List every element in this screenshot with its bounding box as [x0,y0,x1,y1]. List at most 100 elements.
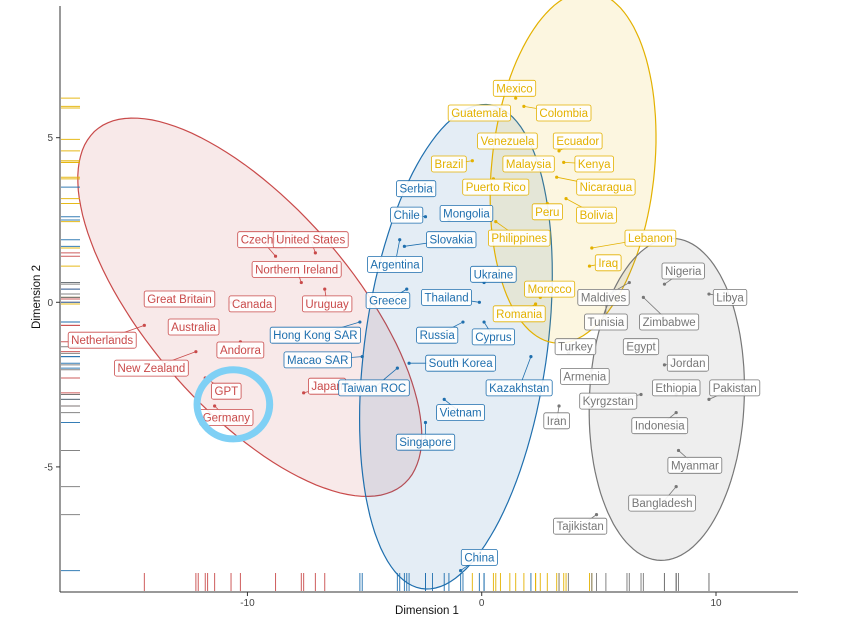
label-box-iran [543,412,570,430]
label-text-nicaragua: Nicaragua [580,182,633,194]
label-canada: Canada [228,295,276,313]
label-box-myanmar [667,456,723,474]
label-box-brazil [431,155,467,173]
point-kenya [562,160,566,164]
label-text-china: China [464,552,495,564]
point-netherlands [142,323,146,327]
point-mexico [514,96,518,100]
label-colombia: Colombia [536,104,592,122]
label-box-thailand [421,288,472,306]
label-myanmar: Myanmar [667,456,723,474]
label-text-argentina: Argentina [370,259,420,271]
label-text-indonesia: Indonesia [635,421,685,433]
label-south-korea: South Korea [425,354,497,372]
label-text-united-states: United States [276,235,345,247]
label-argentina: Argentina [366,255,423,273]
label-box-jordan [666,354,709,372]
label-text-philippines: Philippines [491,233,547,245]
label-zimbabwe: Zimbabwe [639,313,700,331]
point-colombia [522,104,526,109]
label-japan: Japan [307,377,347,395]
label-serbia: Serbia [396,180,437,198]
label-bangladesh: Bangladesh [628,494,696,512]
label-box-nigeria [661,262,705,280]
point-tajikistan [594,513,599,517]
point-south-korea [407,361,411,365]
label-text-mexico: Mexico [496,83,532,95]
point-bolivia [564,196,568,201]
label-text-myanmar: Myanmar [671,460,719,472]
label-morocco: Morocco [524,280,576,298]
label-box-philippines [487,229,551,247]
label-mongolia: Mongolia [439,204,494,222]
point-ecuador [557,149,561,153]
point-jordan [662,363,667,367]
label-box-ethiopia [652,379,701,397]
label-text-serbia: Serbia [399,184,433,196]
x-tick-label: 10 [710,598,722,609]
label-text-netherlands: Netherlands [71,335,133,347]
label-text-malaysia: Malaysia [506,159,552,171]
label-text-peru: Peru [535,207,559,219]
point-czechia [273,254,278,258]
label-box-greece [365,292,411,310]
label-egypt: Egypt [622,338,660,356]
label-text-gpt: GPT [215,386,239,398]
label-text-armenia: Armenia [563,371,606,383]
label-macao-sar: Macao SAR [283,351,352,369]
label-box-uruguay [301,295,353,313]
label-text-great-britain: Great Britain [147,294,212,306]
point-lebanon [590,246,594,250]
label-box-south-korea [425,354,497,372]
point-iran [557,404,561,408]
label-text-iraq: Iraq [598,258,618,270]
label-greece: Greece [365,292,411,310]
cluster-ellipse-gray [588,237,746,562]
point-new-zealand [194,350,198,354]
point-china [459,569,463,573]
label-text-bangladesh: Bangladesh [632,498,693,510]
label-text-libya: Libya [716,292,744,304]
label-text-brazil: Brazil [435,159,464,171]
label-text-vietnam: Vietnam [440,408,482,420]
label-text-ukraine: Ukraine [474,269,514,281]
label-ecuador: Ecuador [552,132,603,150]
point-hong-kong-sar [358,320,362,324]
point-united-states [313,251,317,255]
label-great-britain: Great Britain [143,290,216,308]
label-text-ecuador: Ecuador [556,136,599,148]
label-kazakhstan: Kazakhstan [485,379,553,397]
label-box-singapore [395,433,456,451]
label-romania: Romania [492,305,546,323]
label-text-australia: Australia [171,322,216,334]
label-peru: Peru [531,203,563,221]
label-text-jordan: Jordan [670,358,705,370]
label-text-kazakhstan: Kazakhstan [489,383,549,395]
point-argentina [398,238,402,242]
label-text-northern-ireland: Northern Ireland [255,264,338,276]
label-box-guatemala [447,104,511,122]
point-zimbabwe [641,295,645,299]
label-box-new-zealand [114,359,189,377]
label-box-chile [390,206,424,224]
label-box-china [460,549,498,566]
label-text-uruguay: Uruguay [305,299,349,311]
label-malaysia: Malaysia [502,155,555,173]
label-australia: Australia [167,318,220,336]
label-box-canada [228,295,276,313]
point-slovakia [402,244,406,248]
label-slovakia: Slovakia [426,231,477,249]
y-tick-label: 0 [47,298,53,309]
label-text-tunisia: Tunisia [588,317,625,329]
label-bolivia: Bolivia [576,206,617,224]
label-thailand: Thailand [421,288,472,306]
cluster-ellipse-blue [358,103,553,590]
label-maldives: Maldives [577,288,630,306]
point-greece [405,287,409,291]
label-text-venezuela: Venezuela [481,136,535,148]
point-germany [213,404,217,408]
label-singapore: Singapore [395,433,456,451]
label-text-hong-kong-sar: Hong Kong SAR [273,330,357,342]
label-text-pakistan: Pakistan [713,383,757,395]
